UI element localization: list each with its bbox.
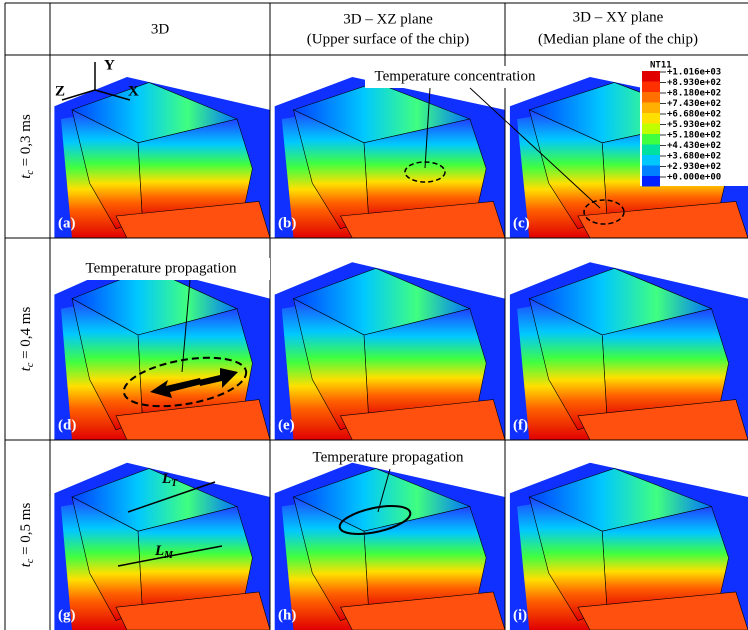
- annotation: Temperature propagation: [313, 449, 464, 465]
- column-header: 3D – XY plane: [573, 9, 664, 25]
- panel-label: (g): [58, 607, 76, 623]
- annotation: Temperature propagation: [86, 260, 237, 276]
- legend-label: +3.680e+02: [667, 152, 721, 162]
- legend-label: +1.016e+03: [667, 68, 721, 78]
- legend-swatch: [642, 124, 660, 135]
- panel-label: (a): [58, 215, 76, 231]
- column-header: 3D: [151, 21, 170, 37]
- symbol: L: [161, 471, 171, 487]
- legend-swatch: [642, 155, 660, 166]
- row-label: tc = 0,5 ms: [18, 503, 36, 568]
- legend-swatch: [642, 145, 660, 156]
- axis-label: X: [128, 83, 139, 99]
- legend-label: +4.430e+02: [667, 141, 721, 151]
- panel-label: (f): [513, 417, 528, 433]
- subscript: T: [171, 478, 178, 489]
- legend-swatch: [642, 176, 660, 187]
- figure: 3D 3D – XZ plane (Upper surface of the c…: [0, 0, 748, 630]
- legend-label: +8.180e+02: [667, 89, 721, 99]
- legend-swatch: [642, 82, 660, 93]
- legend-label: +6.680e+02: [667, 110, 721, 120]
- legend-label: +2.930e+02: [667, 162, 721, 172]
- panel-label: (d): [58, 417, 76, 433]
- legend-label: +5.930e+02: [667, 120, 721, 130]
- legend-swatch: [642, 113, 660, 124]
- legend-label: +5.180e+02: [667, 131, 721, 141]
- annotation: Temperature concentration: [375, 68, 536, 84]
- legend-label: +7.430e+02: [667, 99, 721, 109]
- row-label: tc = 0,3 ms: [18, 114, 36, 179]
- label-text: = 0,5 ms: [18, 503, 34, 559]
- legend-swatch: [642, 103, 660, 114]
- panel-label: (c): [513, 215, 530, 231]
- legend-label: +0.000e+00: [667, 173, 721, 183]
- column-header: (Upper surface of the chip): [307, 31, 469, 47]
- legend-label: +8.930e+02: [667, 78, 721, 88]
- panel-label: (b): [278, 215, 296, 231]
- axis-label: Z: [55, 83, 65, 99]
- panel-label: (h): [278, 607, 296, 623]
- axis-label: Y: [104, 57, 115, 73]
- label-text: = 0,4 ms: [18, 307, 34, 363]
- legend-swatch: [642, 166, 660, 177]
- legend-swatch: [642, 134, 660, 145]
- dimension-label: LT: [161, 471, 178, 489]
- symbol: L: [154, 543, 164, 559]
- label-text: = 0,3 ms: [18, 114, 34, 170]
- column-header: 3D – XZ plane: [343, 11, 433, 27]
- panel-label: (i): [513, 607, 527, 623]
- row-label: tc = 0,4 ms: [18, 307, 36, 372]
- legend-swatch: [642, 71, 660, 82]
- panel-label: (e): [278, 417, 295, 433]
- legend-swatch: [642, 92, 660, 103]
- subscript: M: [163, 550, 174, 561]
- column-header: (Median plane of the chip): [538, 31, 698, 47]
